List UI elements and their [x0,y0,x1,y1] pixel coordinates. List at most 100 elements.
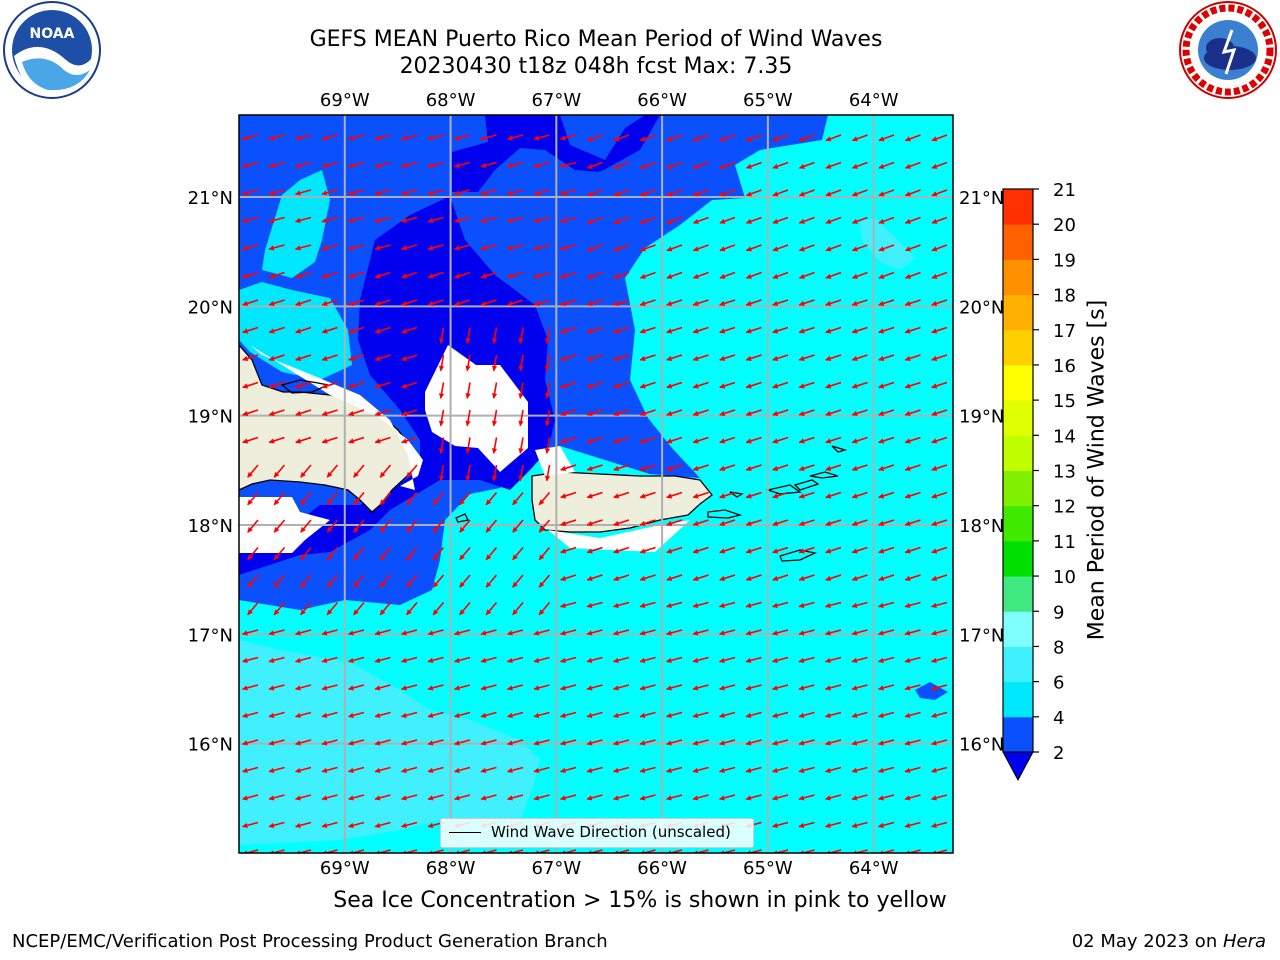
wind-wave-arrow [825,491,842,499]
wind-wave-arrow [666,354,683,361]
wind-wave-arrow [326,546,339,561]
wind-wave-arrow [295,271,312,279]
wind-wave-arrow [586,326,603,334]
wind-wave-arrow [533,189,550,196]
wind-wave-arrow [241,739,259,746]
wind-wave-arrow [480,244,497,251]
wind-wave-arrow [612,794,630,801]
wind-wave-arrow [904,684,921,691]
wind-wave-arrow [931,574,948,581]
wind-wave-arrow [321,271,338,279]
chart-subtitle: 20230430 t18z 048h fcst Max: 7.35 [399,54,793,79]
wind-wave-arrow [348,326,365,334]
colorbar-band [1003,611,1033,647]
wind-wave-arrow [666,244,683,252]
wind-wave-arrow [613,354,630,361]
wind-wave-arrow [268,629,285,636]
wind-wave-arrow [459,491,471,506]
wind-wave-arrow [247,546,259,561]
wind-wave-arrow [825,574,842,581]
wind-wave-arrow [300,491,312,506]
wind-wave-arrow [665,656,683,663]
wind-wave-arrow [613,271,630,279]
wind-wave-arrow [560,271,577,279]
wind-wave-arrow [321,189,338,196]
colorbar-tick-label: 4 [1053,708,1064,729]
wind-wave-arrow [586,656,603,663]
wind-wave-arrow [294,684,312,691]
wind-wave-arrow [851,546,868,554]
wind-wave-arrow [798,381,815,389]
wind-wave-arrow [692,546,709,554]
wind-wave-arrow [241,244,259,251]
lat-label-left: 17°N [188,625,233,646]
wind-wave-arrow [771,766,789,773]
wind-wave-arrow [538,574,551,588]
wind-wave-arrow [453,766,471,773]
wind-wave-arrow [798,436,815,444]
wind-wave-arrow [294,794,312,801]
wind-wave-arrow [438,409,445,427]
wind-wave-arrow [692,574,709,581]
wind-wave-arrow [400,189,418,196]
legend-label: Wind Wave Direction (unscaled) [491,823,731,841]
wind-wave-arrow [878,464,895,471]
wind-wave-arrow [453,189,471,196]
wind-wave-arrow [798,519,815,526]
wind-wave-arrow [613,409,630,416]
wind-wave-arrow [465,354,471,372]
wind-wave-arrow [406,546,418,561]
wind-wave-arrow [666,491,683,499]
wind-wave-arrow [692,299,709,306]
wind-wave-arrow [639,601,656,608]
wind-wave-arrow [586,574,603,581]
wind-wave-arrow [798,271,815,279]
wind-wave-arrow [904,739,921,746]
wind-wave-arrow [533,739,550,746]
wind-wave-arrow [321,161,338,168]
wind-wave-arrow [745,326,762,334]
wind-wave-arrow [512,601,524,616]
wind-wave-arrow [798,491,815,499]
wind-wave-arrow [560,326,577,334]
colorbar-band [1003,259,1033,296]
wind-wave-arrow [480,766,497,773]
wind-wave-arrow [639,436,656,444]
wind-wave-arrow [374,244,391,251]
wind-wave-arrow [586,766,603,773]
wind-wave-arrow [612,656,630,663]
wind-wave-arrow [374,354,391,361]
wind-wave-arrow [798,794,815,801]
wind-wave-arrow [379,546,392,561]
wind-wave-arrow [745,354,762,361]
wind-wave-arrow [931,271,948,279]
wind-wave-arrow [294,134,312,141]
wind-wave-arrow [518,437,524,454]
legend-line-swatch [449,832,481,833]
wind-wave-arrow [427,134,444,141]
wind-wave-arrow [241,629,259,636]
contour-band-2-4-east [915,682,948,700]
colorbar-band [1003,681,1033,718]
longitude-labels-bottom: 69°W 68°W 67°W 66°W 65°W 64°W [320,858,899,879]
wind-wave-arrow [268,436,285,444]
wind-wave-arrow [904,354,921,361]
wind-wave-arrow [930,684,948,691]
wind-wave-arrow [533,161,550,168]
wind-wave-arrow [666,326,683,334]
wind-wave-arrow [268,326,285,334]
wind-wave-arrow [931,519,948,526]
wind-wave-arrow [613,436,630,444]
wind-wave-arrow [400,684,418,691]
wind-wave-arrow [465,464,471,482]
wind-wave-arrow [692,794,709,801]
wind-wave-arrow [300,546,312,561]
wind-wave-arrow [639,271,656,279]
wind-wave-arrow [639,491,656,499]
wind-wave-arrow [718,794,736,801]
colorbar-band [1003,435,1033,471]
wind-wave-arrow [798,546,815,554]
wind-wave-arrow [824,794,842,801]
wind-wave-arrow [321,684,338,691]
wind-wave-arrow [745,134,762,142]
